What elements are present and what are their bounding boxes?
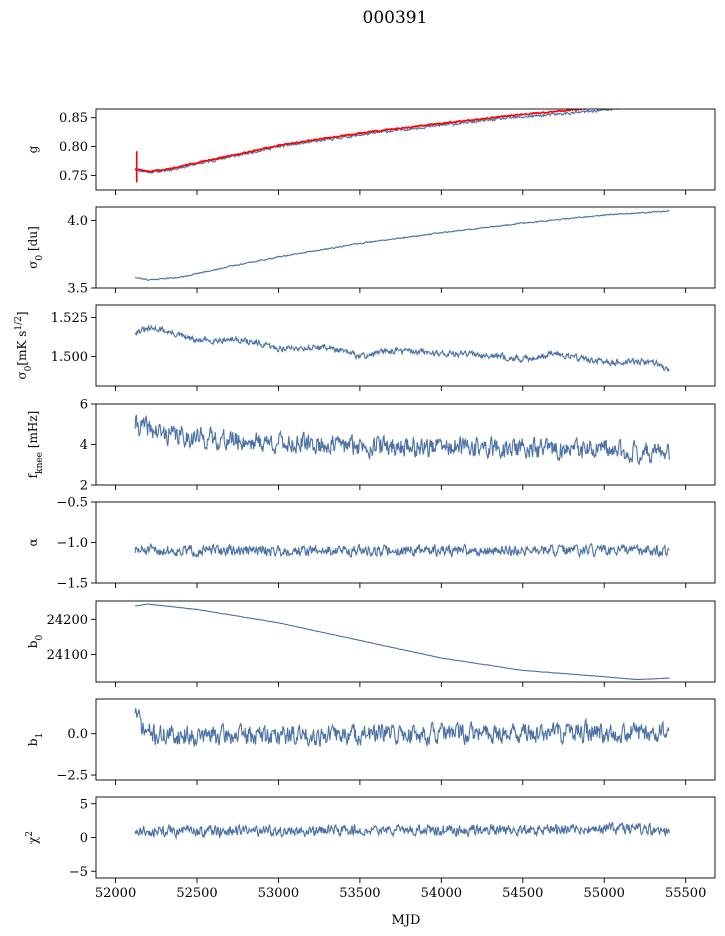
y-axis-label: g [26,145,40,153]
y-tick-label: 24100 [47,648,88,663]
series-line-1 [134,603,670,681]
series-line-1 [134,324,670,372]
y-tick-label: 5 [80,797,88,812]
y-tick-label: 0.0 [67,727,88,742]
x-tick-label: 54500 [502,886,543,901]
series-line-1 [134,109,621,175]
panel-5: −1.5 −1.0 −0.5 α [26,496,716,592]
panel-4: 2 4 6 fknee [mHz] [26,398,716,494]
y-tick-label: 0 [80,831,88,846]
axes-frame [95,206,716,289]
axes-frame [95,600,716,683]
x-tick-label: 53000 [258,886,299,901]
series-line-1 [134,821,670,840]
x-tick-label: 52500 [176,886,217,901]
y-axis-label: fknee [mHz] [26,411,45,479]
y-tick-label: −1.5 [56,577,88,592]
axes-frame [95,796,716,879]
y-tick-label: 4.0 [67,214,88,229]
y-axis-label: b1 [26,733,45,746]
y-axis-label: b0 [26,635,45,649]
x-tick-label: 53500 [339,886,380,901]
x-axis-label: MJD [392,913,421,928]
panel-2: 3.5 4.0 σ0 [du] [26,206,716,297]
axes-frame [95,304,716,387]
y-axis-label: χ2 [25,831,40,844]
y-tick-label: 2 [80,479,88,494]
y-tick-label: 24200 [47,613,88,628]
y-tick-label: 1.525 [51,311,88,326]
y-axis-label: σ0 [du] [26,226,45,269]
axes-frame [95,108,716,191]
series-line-1 [134,209,670,282]
y-tick-label: 0.80 [59,140,88,155]
x-tick-label: 55000 [584,886,625,901]
y-tick-label: 4 [80,438,88,453]
x-tick-label: 54000 [421,886,462,901]
panel-1: 0.75 0.80 0.85 g [26,108,716,195]
series-line-2 [134,109,588,173]
axes-frame [95,403,716,486]
y-tick-label: −1.0 [56,536,88,551]
y-tick-label: 0.75 [59,169,88,184]
series-line-1 [134,414,670,466]
panel-8: −5 0 5 χ2 52000 52500 53000 53500 54000 54500 5500… [25,796,716,901]
y-tick-label: −0.5 [56,496,88,511]
x-tick-label: 52000 [95,886,136,901]
panel-3: 1.500 1.525 σ0[mK s1/2] [14,304,716,391]
y-axis-label: σ0[mK s1/2] [14,311,34,379]
figure-title: 000391 [363,8,428,28]
y-tick-label: −2.5 [56,769,88,784]
series-line-1 [134,542,670,559]
y-tick-label: 0.85 [59,111,88,126]
y-tick-label: 3.5 [67,282,88,297]
axes-frame [95,501,716,584]
panel-7: −2.5 0.0 b1 [26,698,716,785]
x-tick-label: 55500 [665,886,706,901]
series-line-1 [134,708,670,748]
y-tick-label: 1.500 [51,350,88,365]
axes-frame [95,698,716,781]
panels: 0.75 0.80 0.85 g 3.5 4.0 σ0 [du] 1.500 1.525 σ0[m… [14,108,716,901]
y-axis-label: α [26,538,40,546]
y-tick-label: −5 [69,865,88,880]
y-tick-label: 6 [80,398,88,413]
